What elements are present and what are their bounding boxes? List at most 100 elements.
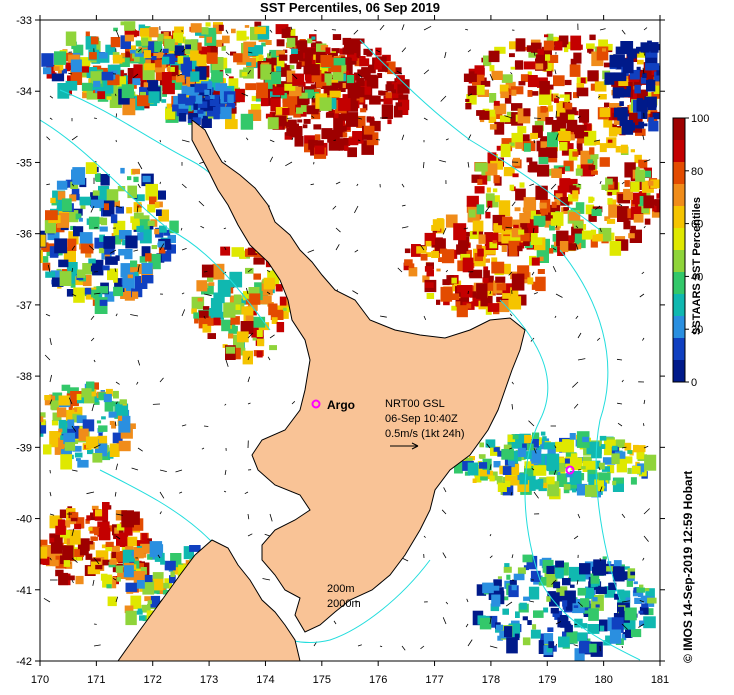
sst-cell: [109, 420, 115, 425]
sst-cell: [114, 235, 122, 245]
current-vector: [137, 183, 141, 189]
lon-tick-label: 170: [31, 674, 49, 686]
current-vector: [555, 95, 561, 99]
sst-cell: [130, 216, 140, 223]
sst-cell: [511, 89, 517, 96]
sst-cell: [286, 70, 296, 83]
sst-cell: [260, 64, 272, 80]
sst-cell: [530, 229, 538, 239]
sst-cell: [333, 58, 346, 66]
sst-cell: [593, 140, 600, 145]
sst-cell: [474, 253, 483, 262]
current-vector: [423, 25, 432, 31]
argo-float-marker-east[interactable]: [565, 465, 575, 475]
sst-cell: [40, 416, 44, 423]
sst-cell: [354, 58, 363, 67]
sst-cell: [172, 104, 180, 112]
sst-cell: [139, 229, 152, 244]
sst-cell: [320, 44, 329, 51]
current-vector: [379, 24, 385, 31]
sst-cell: [523, 565, 529, 571]
sst-cell: [633, 214, 644, 223]
sst-cell: [342, 94, 348, 100]
sst-cell: [170, 60, 179, 69]
sst-cell: [575, 202, 585, 214]
sst-cell: [101, 416, 106, 420]
sst-cell: [583, 123, 592, 132]
current-vector: [401, 183, 405, 188]
sst-cell: [240, 321, 254, 335]
current-vector: [643, 535, 649, 542]
current-vector: [643, 423, 645, 427]
sst-cell: [124, 21, 136, 31]
sst-cell: [57, 191, 66, 200]
sst-cell: [87, 449, 94, 455]
sst-cell: [73, 44, 84, 56]
sst-cell: [645, 588, 655, 601]
sst-cell: [149, 196, 157, 205]
sst-cell: [485, 211, 491, 219]
sst-cell: [598, 94, 607, 100]
sst-cell: [641, 170, 652, 178]
sst-cell: [121, 84, 134, 99]
current-vector: [159, 491, 165, 499]
sst-cell: [167, 234, 176, 243]
sst-cell: [98, 185, 110, 200]
sst-cell: [247, 247, 258, 256]
sst-cell: [347, 147, 357, 158]
sst-cell: [101, 71, 114, 81]
sst-cell: [508, 240, 521, 249]
current-vector: [577, 513, 581, 519]
colorbar-segment: [673, 206, 685, 229]
sst-cell: [143, 63, 156, 71]
sst-cell: [484, 281, 496, 296]
sst-cell: [451, 277, 457, 284]
sst-cell: [115, 255, 120, 261]
sst-cell: [164, 38, 175, 51]
sst-cell: [307, 38, 313, 44]
sst-cell: [207, 52, 218, 64]
sst-cell: [119, 399, 127, 405]
sst-cell: [75, 213, 82, 220]
sst-cell: [551, 201, 557, 208]
sst-cell: [100, 174, 110, 186]
current-vector: [266, 291, 271, 295]
current-vector: [575, 244, 579, 251]
sst-cell: [293, 112, 302, 118]
sst-cell: [544, 34, 549, 38]
sst-cell: [359, 58, 370, 67]
sst-cell: [624, 442, 632, 451]
current-vector: [49, 95, 54, 99]
sst-cell: [487, 200, 493, 208]
sst-cell: [559, 112, 568, 124]
sst-cell: [532, 125, 543, 138]
current-vector: [510, 491, 513, 496]
sst-cell: [558, 636, 570, 648]
sst-cell: [240, 113, 254, 130]
current-vectors: [43, 23, 651, 652]
sst-cell: [535, 63, 544, 70]
current-vector: [114, 491, 117, 497]
current-vector: [423, 117, 428, 121]
sst-cell: [360, 108, 367, 113]
sst-cell: [592, 233, 603, 242]
sst-cell: [99, 234, 105, 242]
current-vector: [201, 447, 205, 450]
sst-cell: [442, 279, 450, 286]
sst-cell: [222, 35, 230, 44]
sst-cell: [650, 179, 660, 189]
sst-cell: [504, 626, 513, 638]
argo-float-marker[interactable]: [311, 399, 321, 409]
sst-cell: [223, 302, 236, 318]
sst-cell: [338, 98, 351, 111]
sst-cell: [562, 578, 571, 586]
sst-cell: [539, 80, 550, 95]
colorbar-segment: [673, 140, 685, 163]
sst-cell: [569, 470, 582, 485]
sst-cell: [116, 551, 125, 562]
sst-cell: [311, 112, 321, 120]
sst-cell: [324, 73, 333, 83]
sst-cell: [67, 238, 77, 251]
sst-cell: [97, 91, 106, 99]
sst-cell: [111, 549, 119, 559]
